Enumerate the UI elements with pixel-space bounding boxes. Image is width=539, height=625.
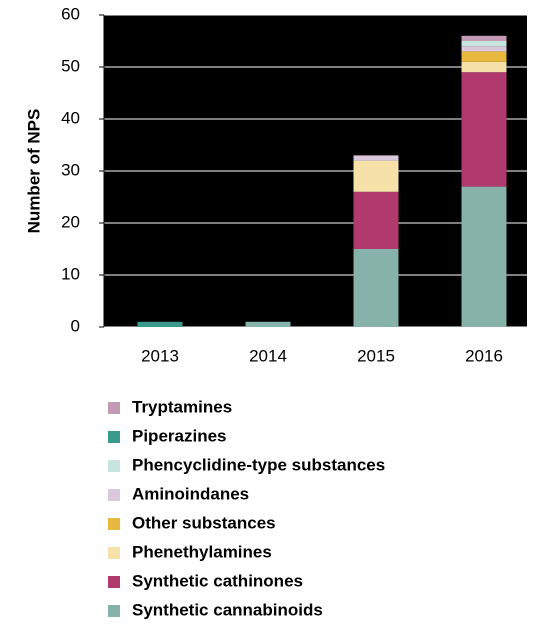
legend-swatch (108, 431, 120, 443)
legend-swatch (108, 489, 120, 501)
legend-label: Other substances (132, 513, 276, 532)
legend-label: Phencyclidine-type substances (132, 455, 385, 474)
legend-swatch (108, 605, 120, 617)
bar-segment (353, 160, 399, 192)
y-tick-label: 10 (61, 264, 80, 283)
x-tick-label: 2014 (249, 346, 287, 365)
legend-label: Aminoindanes (132, 484, 249, 503)
x-tick-label: 2016 (465, 346, 503, 365)
bar-segment (461, 41, 507, 47)
bar-segment (137, 321, 183, 327)
legend-label: Synthetic cathinones (132, 571, 303, 590)
bar-segment (461, 72, 507, 187)
y-tick-label: 30 (61, 160, 80, 179)
bar-segment (245, 321, 291, 327)
legend-swatch (108, 518, 120, 530)
bar-segment (461, 35, 507, 41)
bar-segment (461, 61, 507, 73)
y-tick-label: 60 (61, 4, 80, 23)
legend-swatch (108, 547, 120, 559)
y-axis-label: Number of NPS (24, 109, 43, 234)
y-tick-label: 40 (61, 108, 80, 127)
legend-swatch (108, 576, 120, 588)
bar-segment (353, 191, 399, 249)
x-tick-label: 2015 (357, 346, 395, 365)
x-tick-label: 2013 (141, 346, 179, 365)
legend-label: Tryptamines (132, 397, 232, 416)
bar-segment (353, 155, 399, 161)
bar-segment (353, 249, 399, 327)
legend-label: Synthetic cannabinoids (132, 600, 323, 619)
y-tick-label: 50 (61, 56, 80, 75)
bar-segment (461, 46, 507, 52)
legend-label: Piperazines (132, 426, 227, 445)
bar-segment (461, 186, 507, 327)
legend-swatch (108, 460, 120, 472)
legend-swatch (108, 402, 120, 414)
legend-label: Phenethylamines (132, 542, 272, 561)
y-tick-label: 20 (61, 212, 80, 231)
bar-segment (461, 51, 507, 62)
y-tick-label: 0 (71, 316, 80, 335)
